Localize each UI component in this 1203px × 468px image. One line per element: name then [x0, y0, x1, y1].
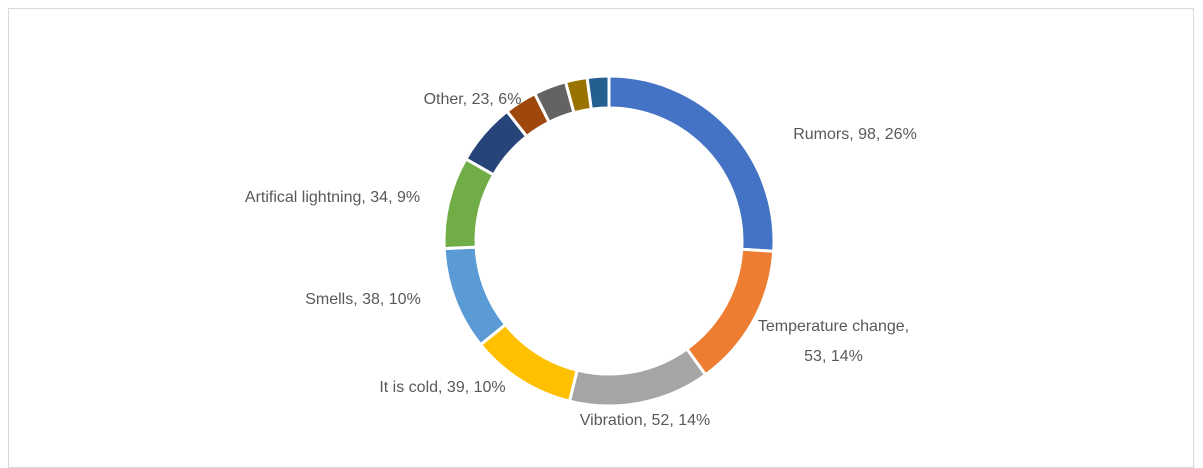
donut-segment	[607, 74, 776, 253]
data-label: It is cold, 39, 10%	[379, 379, 506, 396]
donut-segment	[442, 245, 508, 347]
data-label: Temperature change, 53, 14%	[757, 318, 910, 365]
data-label: Vibration, 52, 14%	[579, 412, 711, 429]
data-label: Artifical lightning, 34, 9%	[244, 189, 421, 206]
donut-segment	[585, 74, 611, 111]
data-label: Rumors, 98, 26%	[793, 126, 917, 143]
data-label: Smells, 38, 10%	[305, 291, 421, 308]
chart	[442, 74, 776, 408]
donut-segment	[442, 156, 496, 251]
page: {"chart_data": {"type": "donut", "catego…	[8, 8, 1194, 468]
donut-segment	[567, 346, 708, 408]
data-label: Other, 23, 6%	[423, 91, 522, 108]
